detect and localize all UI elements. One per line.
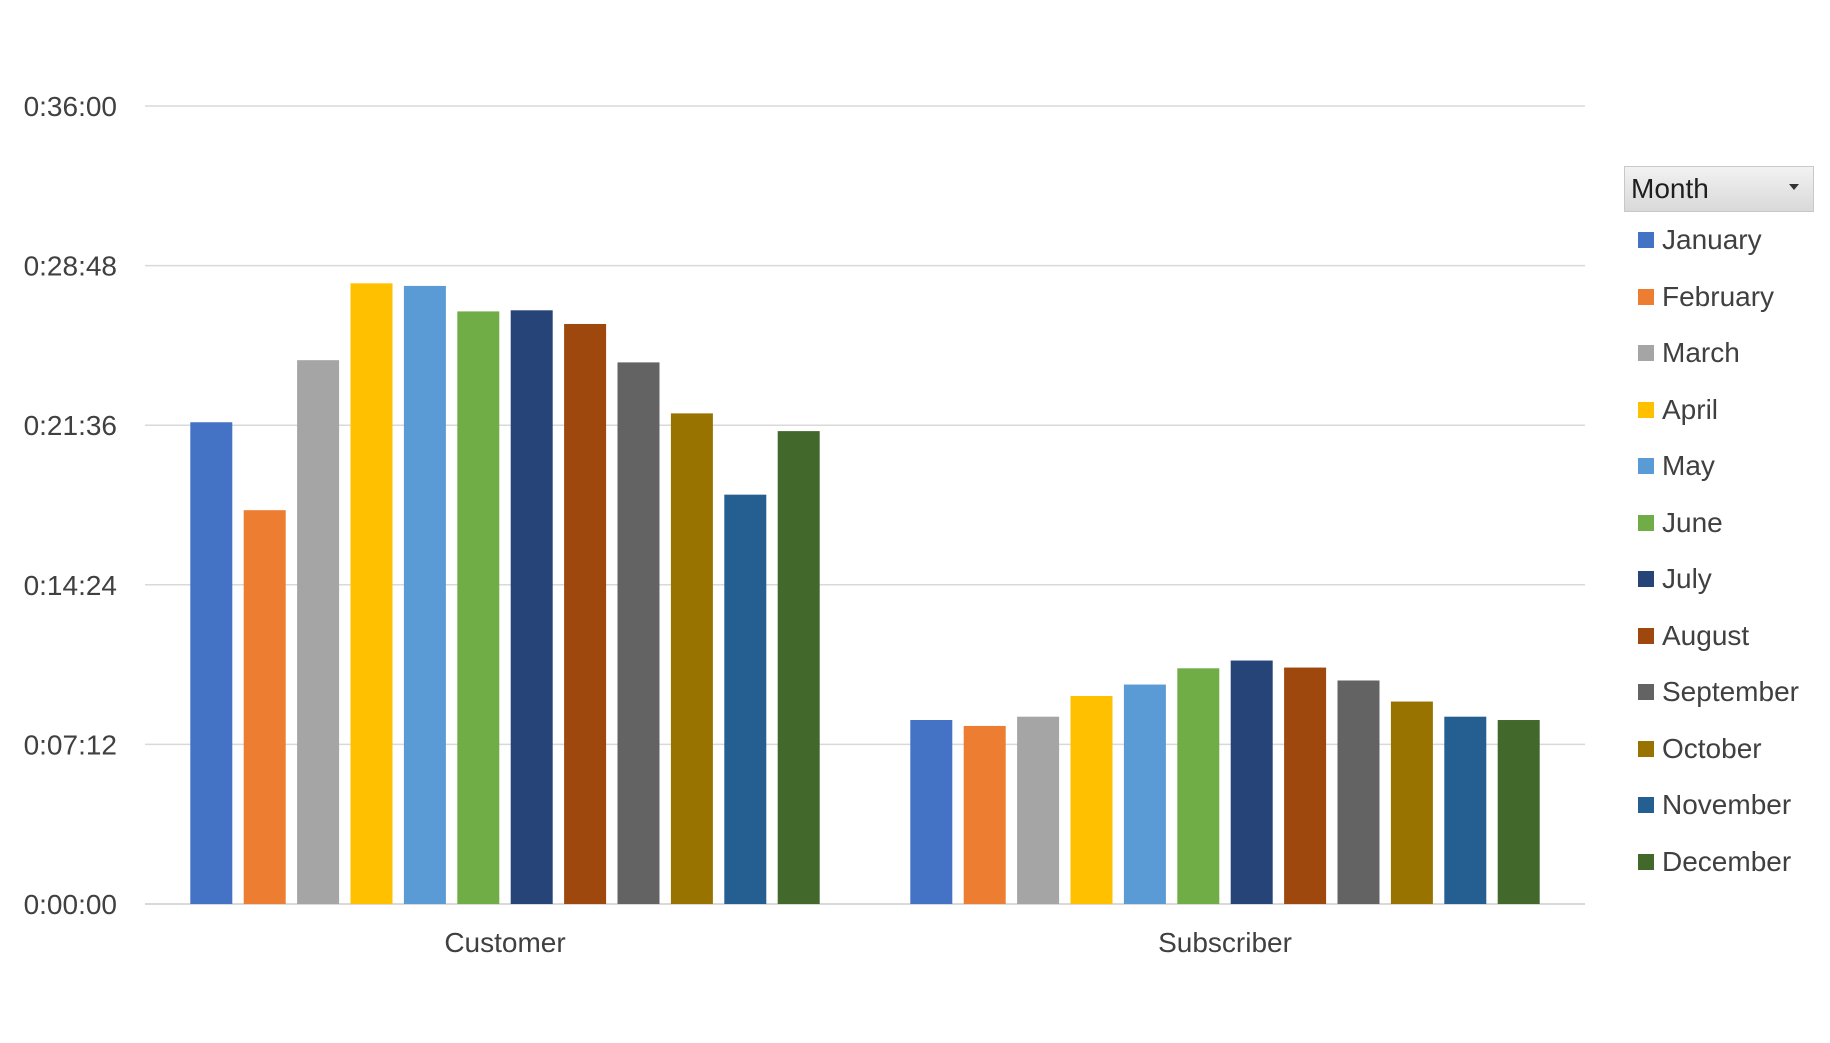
legend-swatch: [1638, 853, 1654, 870]
bars: [190, 283, 1540, 905]
legend-item-february[interactable]: February: [1624, 269, 1814, 326]
x-axis-categories: Customer Subscriber: [444, 927, 1292, 958]
bar-subscriber-september[interactable]: [1337, 680, 1380, 904]
legend-swatch: [1638, 797, 1654, 814]
legend-label: December: [1662, 845, 1792, 877]
bar-subscriber-january[interactable]: [910, 720, 953, 904]
bar-customer-february[interactable]: [243, 510, 286, 904]
legend-title: Month: [1631, 173, 1709, 204]
legend-swatch: [1638, 401, 1654, 418]
legend-swatch: [1638, 345, 1654, 362]
bar-customer-december[interactable]: [777, 431, 820, 904]
bar-customer-august[interactable]: [564, 323, 607, 904]
bar-subscriber-april[interactable]: [1070, 696, 1113, 904]
legend-swatch: [1638, 288, 1654, 305]
legend-label: June: [1662, 506, 1723, 538]
legend-label: October: [1662, 732, 1762, 764]
category-label-customer: Customer: [444, 927, 565, 958]
legend-swatch: [1638, 627, 1654, 644]
legend-swatch: [1638, 684, 1654, 701]
y-tick-label: 0:07:12: [24, 729, 117, 760]
y-tick-label: 0:21:36: [24, 410, 117, 441]
legend-swatch: [1638, 740, 1654, 757]
bar-customer-september[interactable]: [617, 362, 660, 905]
legend-item-may[interactable]: May: [1624, 438, 1814, 495]
legend-month-filter-button[interactable]: Month: [1624, 166, 1814, 212]
bar-subscriber-march[interactable]: [1017, 716, 1060, 904]
legend-swatch: [1638, 458, 1654, 475]
bar-customer-july[interactable]: [510, 310, 553, 905]
bar-subscriber-november[interactable]: [1444, 716, 1487, 904]
legend-item-april[interactable]: April: [1624, 382, 1814, 439]
bar-customer-october[interactable]: [670, 413, 713, 904]
bar-customer-april[interactable]: [350, 283, 393, 904]
y-tick-label: 0:36:00: [24, 91, 117, 122]
bar-subscriber-july[interactable]: [1230, 660, 1273, 904]
bar-subscriber-may[interactable]: [1123, 684, 1166, 904]
legend-items: January February March April May June July Augu…: [1624, 212, 1814, 890]
bar-customer-june[interactable]: [457, 311, 500, 904]
legend-item-september[interactable]: September: [1624, 664, 1814, 721]
legend-item-october[interactable]: October: [1624, 721, 1814, 778]
bar-subscriber-august[interactable]: [1284, 667, 1327, 904]
legend-label: March: [1662, 337, 1740, 369]
legend-item-january[interactable]: January: [1624, 212, 1814, 269]
bar-customer-november[interactable]: [724, 494, 767, 904]
legend-label: May: [1662, 450, 1715, 482]
y-tick-label: 0:14:24: [24, 570, 117, 601]
bar-subscriber-december[interactable]: [1497, 720, 1540, 904]
legend-swatch: [1638, 514, 1654, 531]
bar-subscriber-june[interactable]: [1177, 668, 1220, 904]
legend-item-march[interactable]: March: [1624, 325, 1814, 382]
legend-item-july[interactable]: July: [1624, 551, 1814, 608]
y-tick-label: 0:00:00: [24, 889, 117, 920]
y-tick-label: 0:28:48: [24, 251, 117, 282]
legend-label: September: [1662, 676, 1799, 708]
legend: Month January February March April May June Ju…: [1624, 166, 1814, 890]
legend-label: February: [1662, 280, 1775, 312]
bar-customer-march[interactable]: [297, 360, 340, 905]
bar-subscriber-october[interactable]: [1390, 701, 1433, 904]
legend-item-august[interactable]: August: [1624, 608, 1814, 665]
legend-label: July: [1662, 563, 1712, 595]
y-axis-ticks: 0:00:00 0:07:12 0:14:24 0:21:36 0:28:48 0:36:…: [24, 91, 117, 920]
legend-swatch: [1638, 571, 1654, 588]
category-label-subscriber: Subscriber: [1158, 927, 1292, 958]
legend-label: November: [1662, 789, 1792, 821]
legend-item-june[interactable]: June: [1624, 495, 1814, 552]
legend-label: August: [1662, 619, 1750, 651]
legend-swatch: [1638, 232, 1654, 249]
legend-item-december[interactable]: December: [1624, 834, 1814, 891]
legend-item-november[interactable]: November: [1624, 777, 1814, 834]
bar-customer-may[interactable]: [403, 285, 446, 904]
legend-label: January: [1662, 224, 1762, 256]
bar-subscriber-february[interactable]: [963, 725, 1006, 904]
bar-customer-january[interactable]: [190, 422, 233, 904]
dropdown-arrow-icon[interactable]: [1789, 184, 1799, 190]
legend-label: April: [1662, 393, 1719, 425]
